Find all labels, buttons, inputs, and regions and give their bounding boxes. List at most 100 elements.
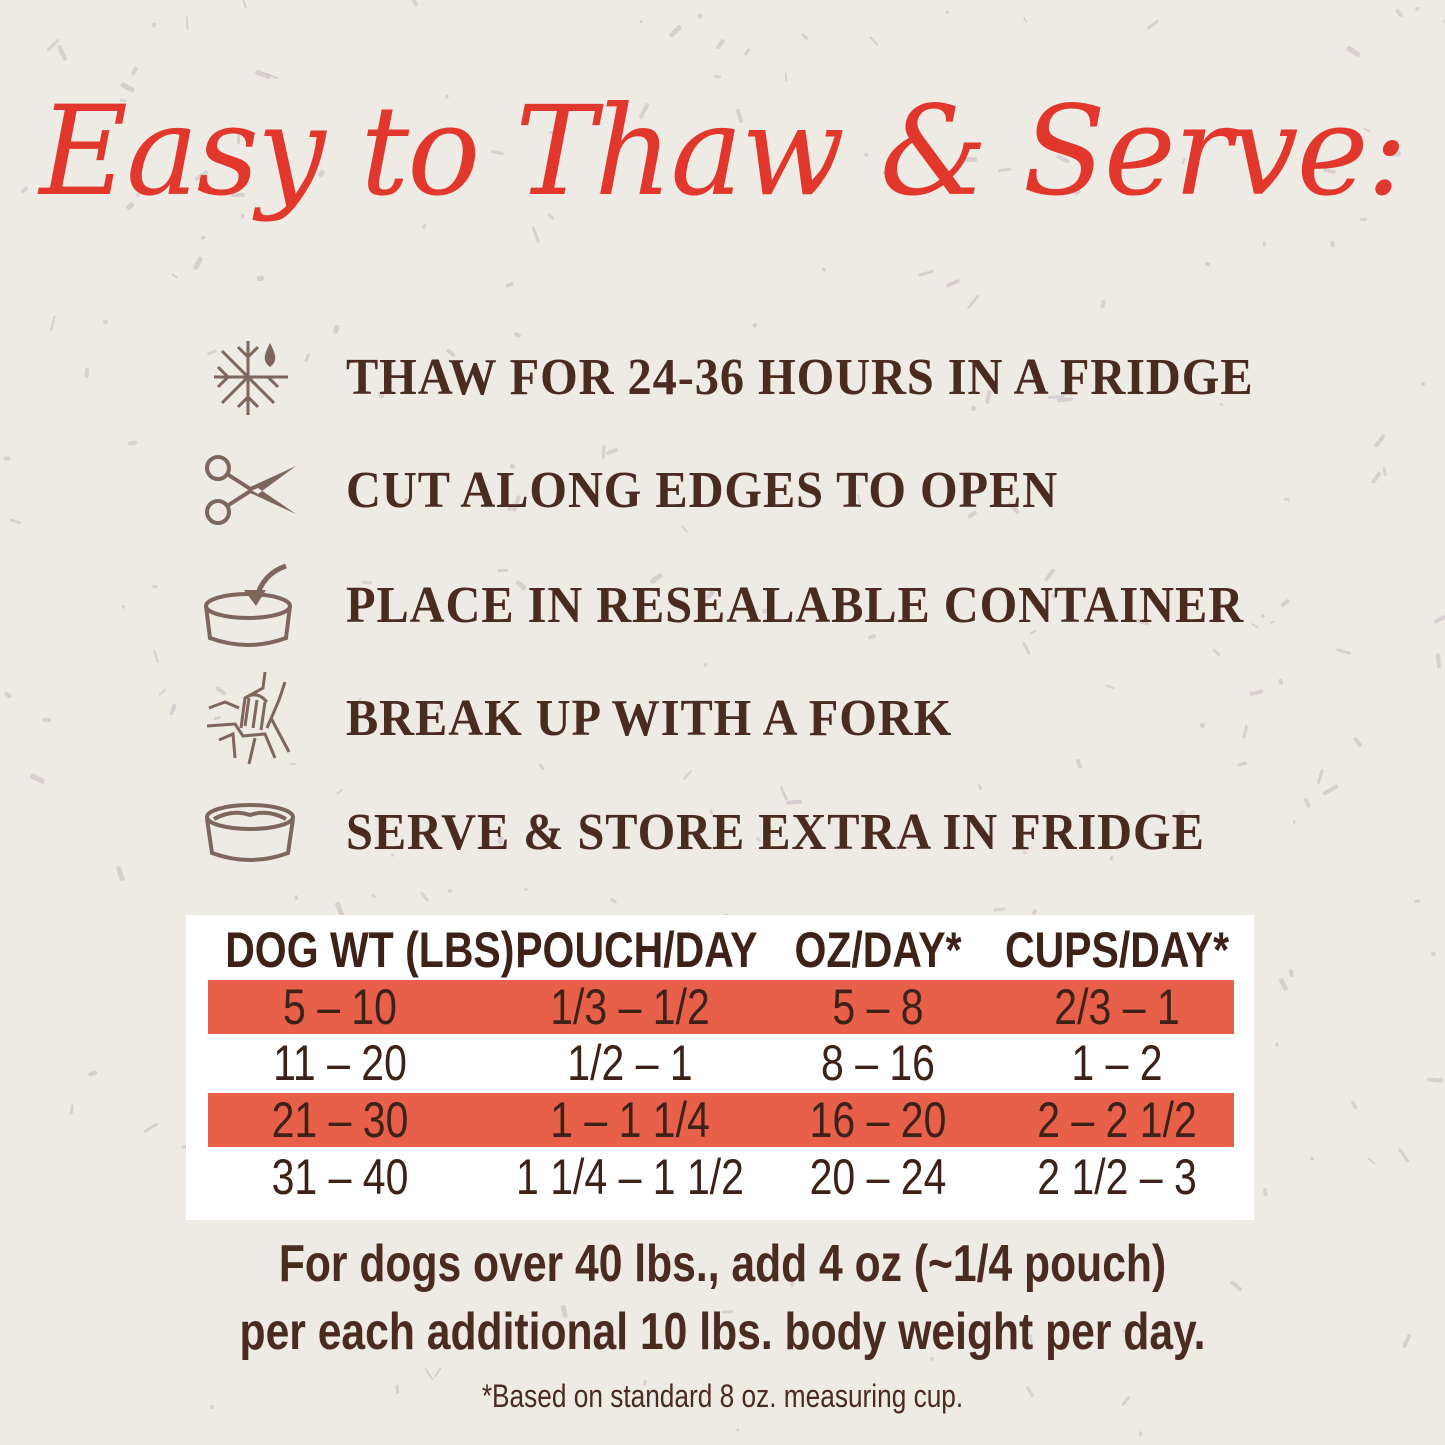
speck	[735, 1427, 740, 1432]
speck	[4, 690, 13, 699]
speck	[1138, 1431, 1143, 1437]
speck	[1105, 684, 1116, 690]
speck	[1350, 1099, 1358, 1110]
cell: 16 – 20	[809, 1092, 947, 1148]
speck	[744, 47, 751, 57]
scissors-icon	[200, 445, 300, 535]
cell: 21 – 30	[271, 1092, 409, 1148]
speck	[1283, 497, 1291, 501]
speck	[1278, 977, 1289, 992]
speck	[752, 322, 759, 329]
cell: 31 – 40	[271, 1149, 409, 1205]
speck	[1426, 1077, 1443, 1084]
speck	[1322, 783, 1339, 796]
speck	[143, 1121, 159, 1133]
speck	[50, 315, 57, 332]
speck	[1346, 45, 1362, 58]
speck	[505, 282, 514, 288]
step-cut: CUT ALONG EDGES TO OPEN	[200, 445, 1112, 535]
table-row: 21 – 30 1 – 1 1/4 16 – 20 2 – 2 1/2	[208, 1093, 1234, 1147]
speck	[945, 10, 950, 15]
cell: 20 – 24	[809, 1149, 947, 1205]
table-row: 5 – 10 1/3 – 1/2 5 – 8 2/3 – 1	[208, 980, 1234, 1034]
step-serve: SERVE & STORE EXTRA IN FRIDGE	[200, 787, 1269, 877]
speck	[158, 687, 166, 696]
speck	[682, 769, 693, 781]
speck	[200, 235, 207, 240]
speck	[946, 277, 961, 288]
step-text: BREAK UP WITH A FORK	[346, 689, 953, 747]
speck	[869, 36, 879, 47]
speck	[41, 717, 52, 722]
speck	[410, 0, 420, 8]
speck	[151, 584, 158, 589]
step-fork: BREAK UP WITH A FORK	[200, 671, 998, 765]
speck	[2, 456, 11, 461]
speck	[638, 19, 644, 25]
speck	[121, 604, 127, 610]
cell: 2/3 – 1	[1054, 979, 1180, 1035]
speck	[433, 1366, 442, 1378]
speck	[609, 897, 617, 905]
speck	[70, 1104, 75, 1115]
snowflake-drop-icon	[200, 332, 300, 422]
table-row: 31 – 40 1 1/4 – 1 1/2 20 – 24 2 1/2 – 3	[208, 1150, 1234, 1204]
speck	[1236, 761, 1247, 767]
speck	[1309, 1156, 1315, 1162]
bowl-icon	[200, 787, 300, 877]
cell: 1 1/4 – 1 1/2	[516, 1149, 744, 1205]
cell: 1 – 2	[1071, 1035, 1163, 1091]
speck	[1316, 769, 1324, 785]
header-pouch-day: POUCH/DAY	[515, 922, 758, 978]
speck	[821, 266, 827, 271]
speck	[127, 440, 137, 446]
speck	[130, 66, 139, 76]
cell: 1/3 – 1/2	[550, 979, 710, 1035]
speck	[421, 223, 427, 230]
speck	[992, 907, 1006, 912]
speck	[1436, 653, 1442, 669]
speck	[1288, 968, 1294, 978]
speck	[537, 762, 545, 771]
speck	[419, 891, 429, 902]
step-container: PLACE IN RESEALABLE CONTAINER	[200, 560, 1312, 650]
speck	[1204, 261, 1212, 268]
header-dog-weight: DOG WT (LBS)	[225, 922, 515, 978]
speck	[696, 12, 703, 19]
page-title: Easy to Thaw & Serve:	[39, 80, 1407, 224]
cell: 1 – 1 1/4	[550, 1092, 710, 1148]
speck	[294, 895, 299, 901]
speck	[1401, 1333, 1412, 1350]
speck	[668, 23, 683, 38]
speck	[150, 21, 158, 29]
cell: 5 – 8	[832, 979, 924, 1035]
speck	[1413, 899, 1421, 903]
note-line-1: For dogs over 40 lbs., add 4 oz (~1/4 po…	[278, 1235, 1167, 1293]
speck	[966, 294, 980, 310]
speck	[1395, 8, 1405, 18]
speck	[1263, 241, 1267, 247]
speck	[1292, 820, 1296, 825]
speck	[185, 15, 189, 31]
speck	[530, 225, 540, 243]
speck	[9, 518, 22, 525]
speck	[84, 367, 90, 378]
speck	[152, 649, 160, 664]
speck	[370, 893, 376, 899]
speck	[1382, 466, 1388, 477]
step-text: SERVE & STORE EXTRA IN FRIDGE	[346, 803, 1205, 861]
container-arrow-icon	[200, 560, 300, 650]
feeding-table: DOG WT (LBS) POUCH/DAY OZ/DAY* CUPS/DAY*…	[186, 915, 1254, 1220]
fork-icon	[200, 671, 300, 765]
speck	[1146, 19, 1160, 30]
speck	[523, 887, 529, 893]
speck	[1414, 7, 1420, 12]
speck	[30, 773, 46, 784]
table-header: DOG WT (LBS) POUCH/DAY OZ/DAY* CUPS/DAY*	[208, 923, 1234, 977]
speck	[1367, 1157, 1376, 1165]
speck	[1303, 797, 1312, 809]
speck	[447, 888, 453, 894]
speck	[1432, 613, 1445, 625]
header-cups-day: CUPS/DAY*	[1004, 922, 1230, 978]
speck	[1198, 722, 1206, 730]
